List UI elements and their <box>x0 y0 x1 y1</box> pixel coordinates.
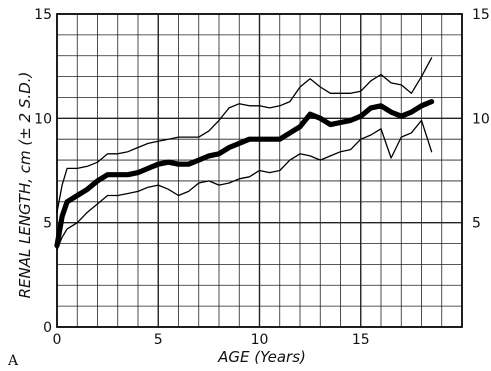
y-tick-label-right: 10 <box>472 111 490 127</box>
y-tick-label-left: 5 <box>43 216 52 232</box>
y-tick-label-left: 0 <box>43 320 52 336</box>
x-tick-label: 0 <box>53 332 62 348</box>
tick-labels: 0 5 10 15 0 5 10 15 5 10 15 <box>34 7 490 348</box>
y-tick-label-right: 15 <box>472 7 490 23</box>
mean-line <box>54 98 435 249</box>
lower-sd-line <box>56 119 433 251</box>
y-tick-label-left: 15 <box>34 7 52 23</box>
x-tick-label: 15 <box>352 332 370 348</box>
panel-label: A <box>7 353 19 369</box>
x-tick-label: 10 <box>251 332 269 348</box>
upper-sd-line <box>56 57 433 213</box>
y-tick-label-right: 5 <box>472 216 481 232</box>
plot-border <box>56 13 463 328</box>
plot-frame <box>56 13 463 328</box>
y-axis-title: RENAL LENGTH, cm (± 2 S.D.) <box>16 72 34 299</box>
x-tick-label: 5 <box>154 332 163 348</box>
x-axis-title: AGE (Years) <box>217 348 306 366</box>
y-tick-label-left: 10 <box>34 111 52 127</box>
data-series <box>54 57 435 251</box>
